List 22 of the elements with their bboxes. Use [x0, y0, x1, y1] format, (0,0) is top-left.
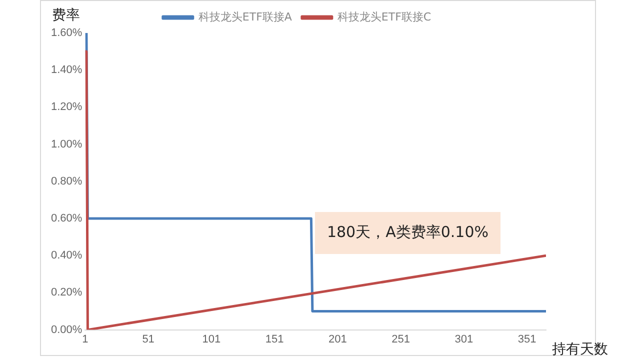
x-axis-title: 持有天数 — [552, 341, 608, 358]
y-tick-label: 0.20% — [50, 286, 82, 299]
legend-label: 科技龙头ETF联接A — [198, 10, 292, 24]
x-tick-label: 251 — [392, 333, 410, 346]
x-tick-label: 101 — [202, 333, 221, 346]
x-tick-label: 151 — [265, 333, 284, 346]
y-tick-label: 1.40% — [50, 64, 82, 76]
y-tick-label: 1.00% — [50, 138, 82, 150]
x-tick-label: 301 — [454, 333, 474, 346]
y-tick-label: 1.60% — [50, 27, 82, 40]
y-axis-title: 费率 — [52, 8, 80, 24]
y-tick-label: 0.80% — [50, 175, 82, 188]
x-tick-label: 51 — [142, 333, 154, 346]
y-tick-label: 0.40% — [50, 250, 82, 262]
legend-label: 科技龙头ETF联接C — [337, 10, 432, 24]
y-tick-label: 0.00% — [50, 324, 82, 336]
annotation: 180天，A类费率0.10% — [326, 222, 489, 241]
x-tick-label: 201 — [328, 333, 347, 346]
y-tick-label: 1.20% — [50, 101, 82, 114]
x-tick-label: 1 — [82, 333, 88, 346]
y-tick-label: 0.60% — [50, 212, 82, 225]
x-tick-label: 351 — [518, 333, 536, 346]
